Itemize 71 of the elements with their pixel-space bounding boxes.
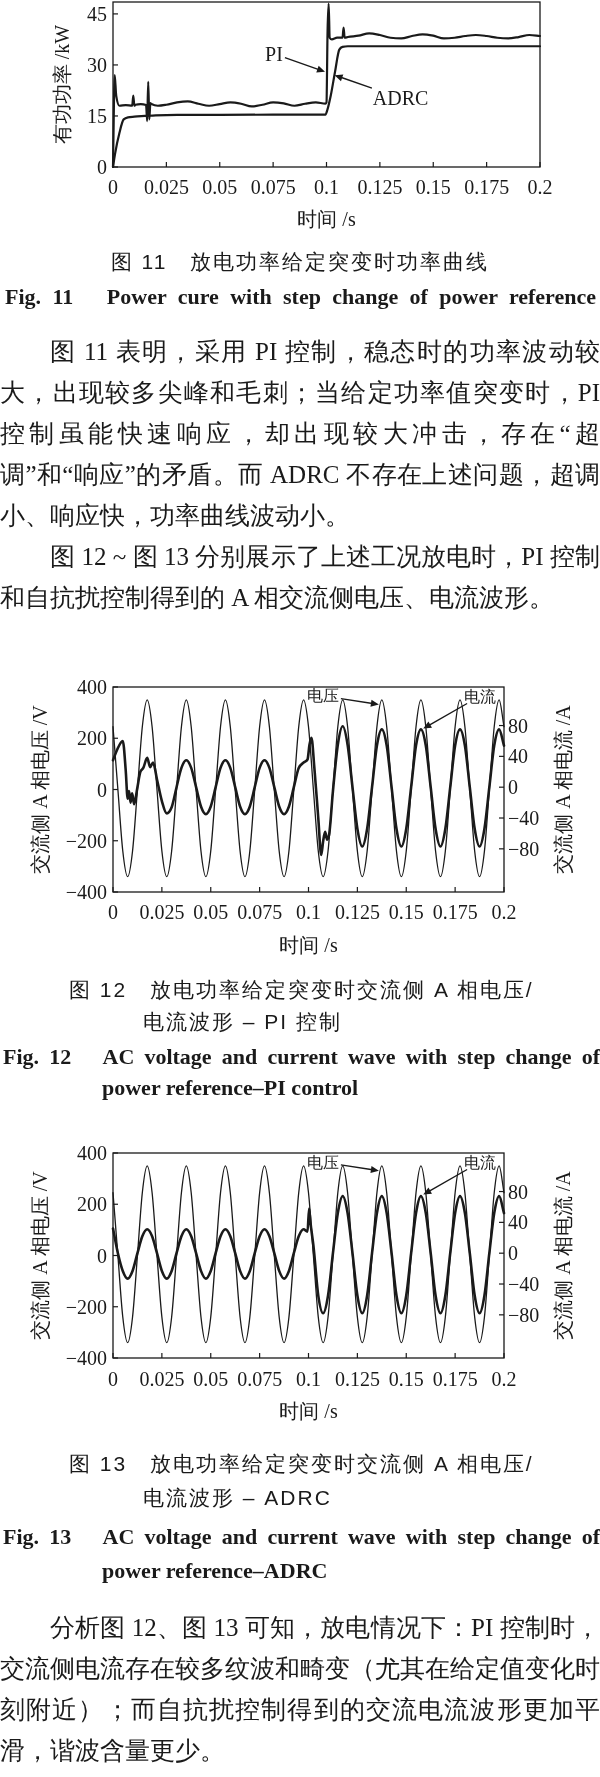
y2-tick-label: −40 xyxy=(508,807,540,830)
y-tick-label: −400 xyxy=(65,1347,107,1369)
x-tick-label: 0.1 xyxy=(296,901,321,923)
y-tick-label: 200 xyxy=(77,727,107,750)
y2-tick-label: 80 xyxy=(508,1180,528,1203)
text: Fig. 13 AC voltage and current wave with step change of power reference–ADRC xyxy=(3,1523,600,1585)
x-tick-label: 0.025 xyxy=(139,1368,185,1390)
annotation: PI xyxy=(265,42,283,65)
y2-tick-label: −80 xyxy=(508,837,540,860)
text: Fig. 11 Power cure with step change of power reference xyxy=(5,283,596,311)
y-tick-label: 0 xyxy=(97,778,107,801)
y2-tick-label: 40 xyxy=(508,1211,528,1234)
caption: 图 11 表明，采用 PI 控制，稳态时的功率波动较大，出现较多尖峰和毛刺；当给定功率值突变时，PI 控制虽能快速响应，却出现较大冲击，存在“超调”和“响应”的矛盾。而 ADRC 不存在上述问题，超调小、响应快，功率曲线波动小。 xyxy=(0,337,600,531)
x-tick-label: 0.05 xyxy=(193,1368,229,1390)
x-tick-label: 0.175 xyxy=(464,176,510,198)
text: 分析图 12、图 13 可知，放电情况下：PI 控制时，交流侧电流存在较多纹波和畸变（尤其在给定值变化时刻附近）；而自抗扰控制得到的交流电流波形更加平滑，谐波含量更少。 xyxy=(0,1613,600,1766)
text: 图 12 放电功率给定突变时交流侧 A 相电压/电流波形 – PI 控制 xyxy=(69,977,535,1035)
y2-tick-label: 0 xyxy=(508,776,518,799)
y-tick-label: 400 xyxy=(77,1142,107,1164)
annotation: ADRC xyxy=(372,87,429,110)
annotation: 电压 xyxy=(306,687,339,705)
y2-tick-label: −40 xyxy=(508,1273,540,1296)
y-tick-label: −200 xyxy=(65,829,107,852)
annotation: 电流 xyxy=(464,1153,497,1171)
x-tick-label: 0.1 xyxy=(296,1368,321,1390)
x-tick-label: 0.125 xyxy=(357,176,403,198)
x-axis-title: 时间 /s xyxy=(279,934,338,956)
text: 图 13 放电功率给定突变时交流侧 A 相电压/电流波形 – ADRC xyxy=(69,1451,535,1511)
x-axis-title: 时间 /s xyxy=(297,208,356,230)
y-tick-label: 400 xyxy=(77,676,107,698)
x-tick-label: 0.2 xyxy=(527,176,553,198)
y-axis-title: 交流侧 A 相电压 /V xyxy=(29,1170,51,1340)
y2-tick-label: 80 xyxy=(508,714,528,737)
x-tick-label: 0.15 xyxy=(415,176,451,198)
x-tick-label: 0.075 xyxy=(237,901,283,923)
text: 图 11 放电功率给定突变时功率曲线 xyxy=(109,249,491,275)
y-tick-label: 45 xyxy=(87,2,107,25)
x-tick-label: 0.15 xyxy=(388,1368,424,1390)
y-tick-label: 0 xyxy=(97,1244,107,1267)
x-axis-title: 时间 /s xyxy=(279,1400,338,1422)
x-tick-label: 0.025 xyxy=(139,901,185,923)
y2-tick-label: −80 xyxy=(508,1303,540,1326)
y-tick-label: 0 xyxy=(97,156,107,178)
y-axis-title: 有功功率 /kW xyxy=(51,24,73,145)
x-tick-label: 0.1 xyxy=(314,176,339,198)
x-tick-label: 0.125 xyxy=(334,1368,380,1390)
y-axis-title: 交流侧 A 相电压 /V xyxy=(29,704,51,874)
x-tick-label: 0.175 xyxy=(432,901,478,923)
y-tick-label: 30 xyxy=(87,53,107,76)
caption: 图 12 ~ 图 13 分别展示了上述工况放电时，PI 控制和自抗扰控制得到的 A 相交流侧电压、电流波形。 xyxy=(0,542,600,613)
annotation: 电压 xyxy=(306,1153,339,1171)
y-tick-label: −200 xyxy=(65,1295,107,1318)
y2-tick-label: 0 xyxy=(508,1242,518,1265)
x-tick-label: 0.15 xyxy=(388,901,424,923)
x-tick-label: 0.2 xyxy=(491,1368,517,1390)
y2-axis-title: 交流侧 A 相电流 /A xyxy=(552,704,574,874)
x-tick-label: 0.075 xyxy=(250,176,296,198)
x-tick-label: 0.175 xyxy=(432,1368,478,1390)
y-tick-label: 15 xyxy=(87,104,107,127)
y-tick-label: −400 xyxy=(65,881,107,903)
y2-axis-title: 交流侧 A 相电流 /A xyxy=(552,1170,574,1340)
x-tick-label: 0.2 xyxy=(491,901,517,923)
annotation: 电流 xyxy=(464,687,497,705)
y-tick-label: 200 xyxy=(77,1193,107,1216)
x-tick-label: 0.05 xyxy=(202,176,238,198)
x-tick-label: 0.125 xyxy=(334,901,380,923)
x-tick-label: 0.05 xyxy=(193,901,229,923)
x-tick-label: 0.075 xyxy=(237,1368,283,1390)
y2-tick-label: 40 xyxy=(508,745,528,768)
x-tick-label: 0.025 xyxy=(143,176,189,198)
text: Fig. 12 AC voltage and current wave with step change of power reference–PI control xyxy=(3,1043,600,1102)
